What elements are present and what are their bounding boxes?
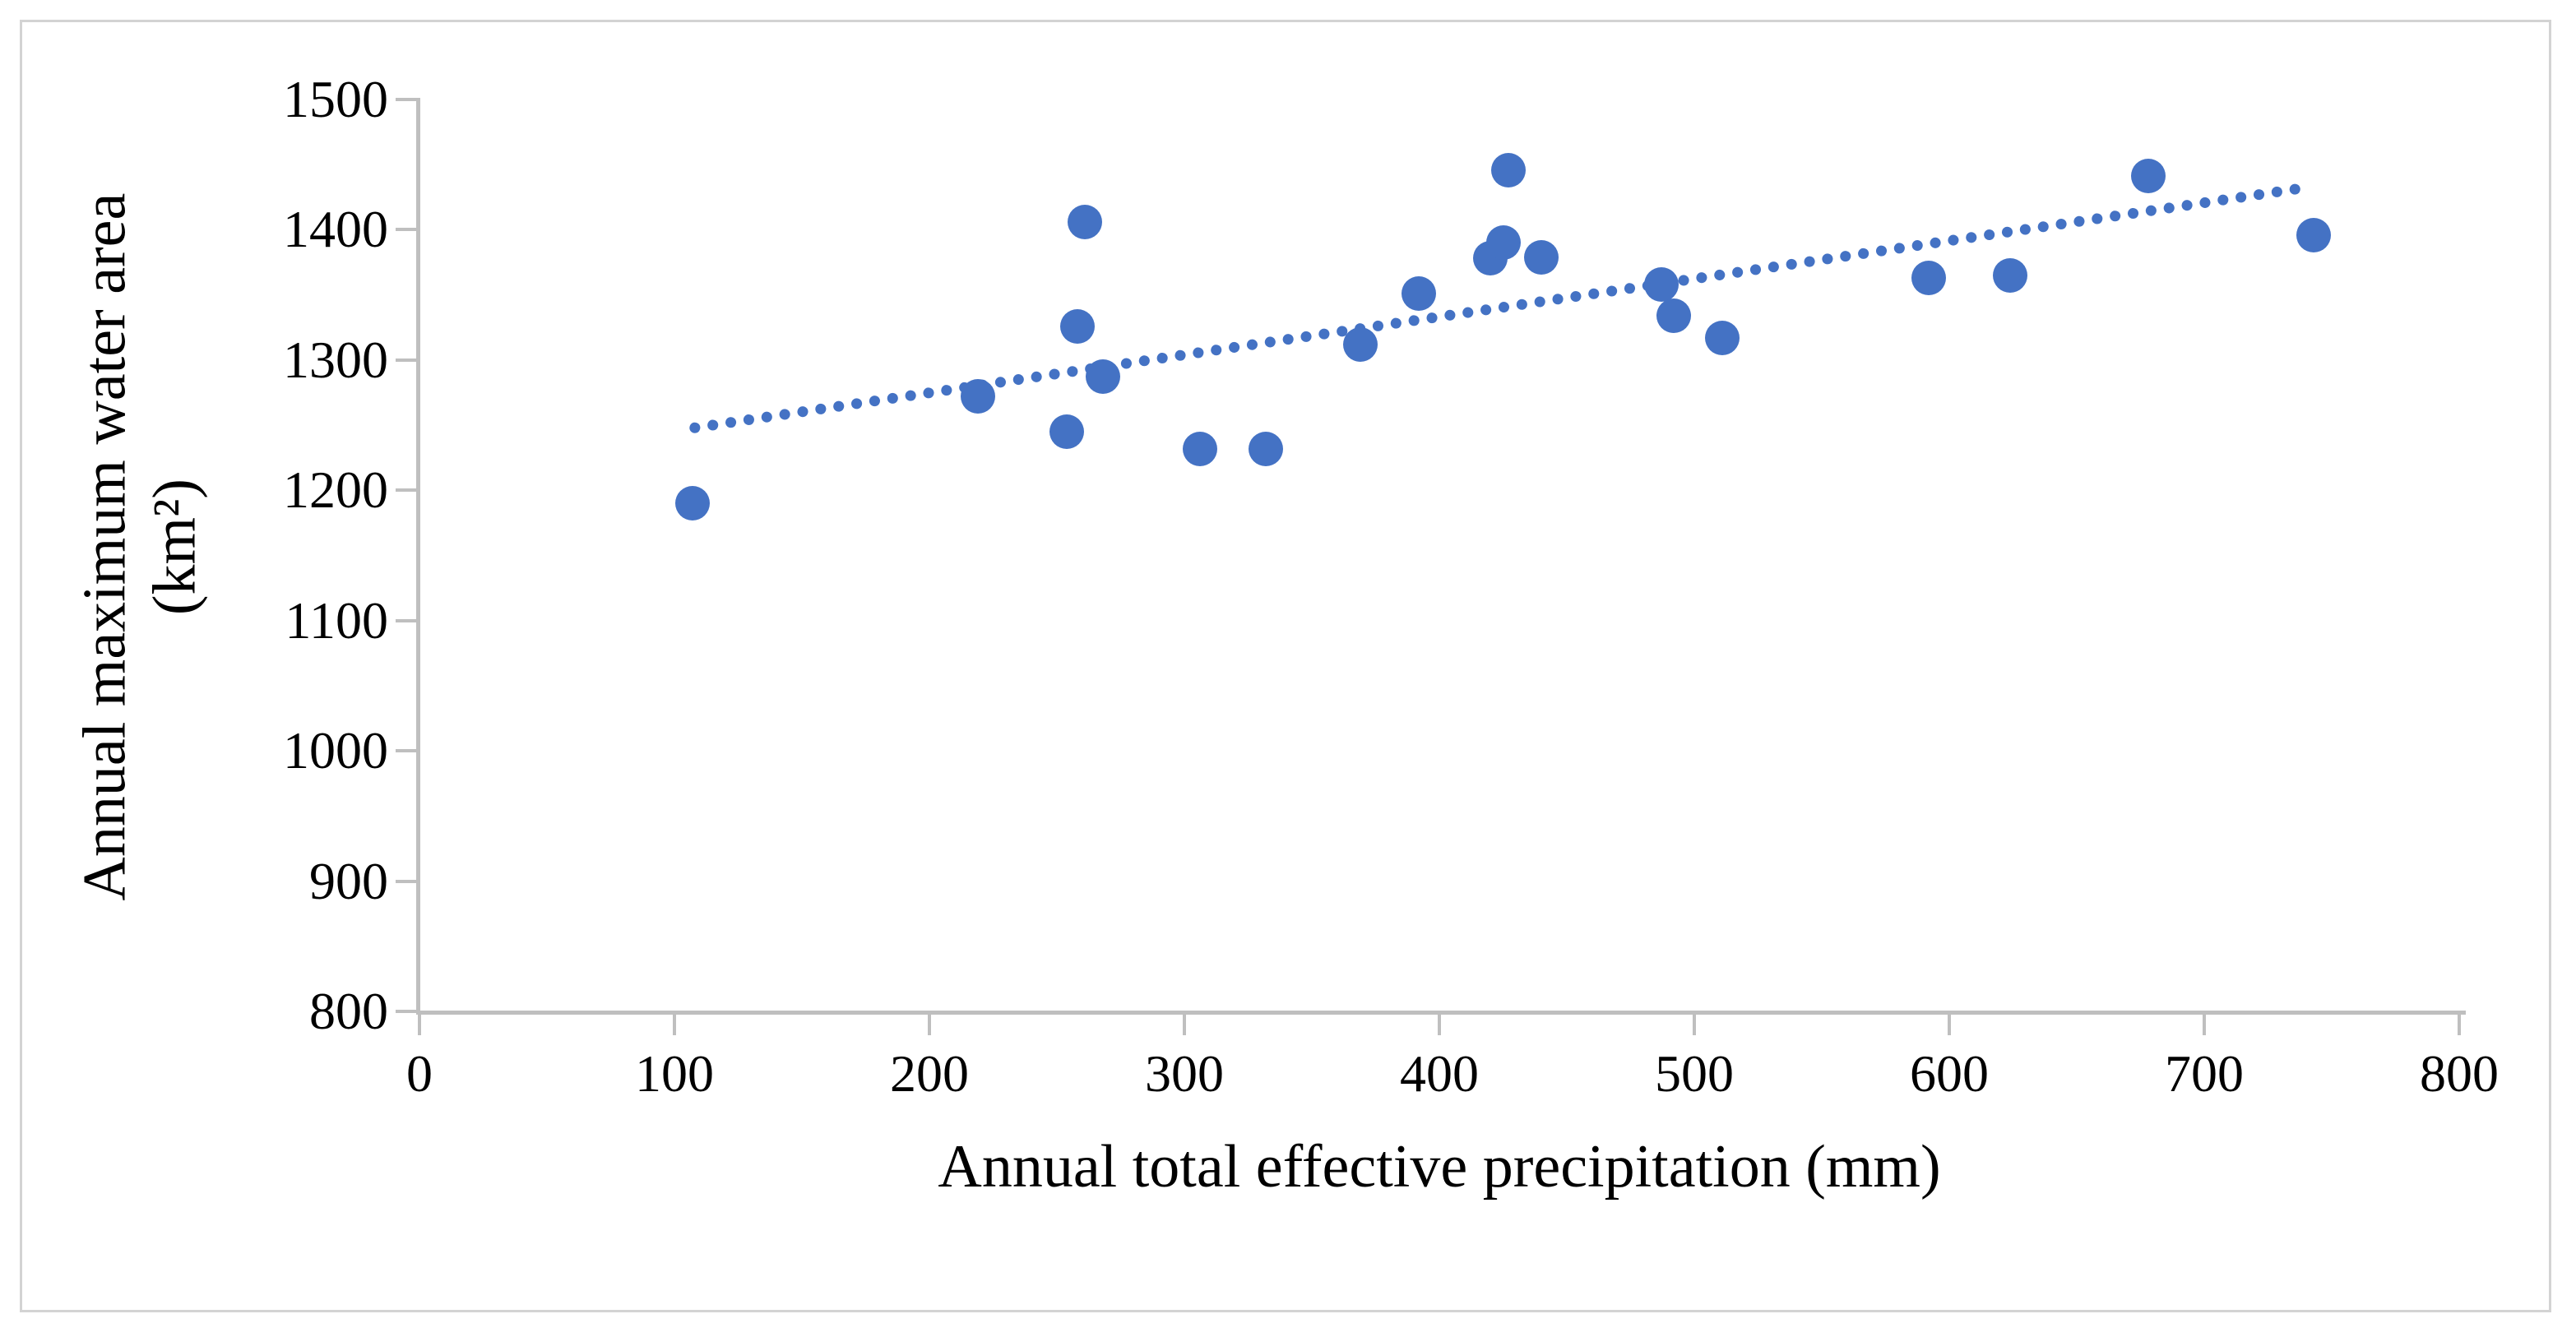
y-axis-title-wrap: Annual maximum water area (km²) — [0, 91, 280, 1003]
scatter-point — [1342, 326, 1378, 362]
y-tick — [396, 1010, 417, 1013]
figure-border — [20, 20, 2551, 1312]
plot-area: 0 100 200 300 400 500 600 700 800 800 900 1000 1100 1… — [71, 73, 2499, 1198]
scatter-point — [1249, 431, 1284, 466]
scatter-point — [1085, 359, 1120, 395]
x-tick — [928, 1014, 931, 1035]
scatter-point — [960, 379, 995, 414]
x-tick — [1438, 1014, 1441, 1035]
x-tick — [2203, 1014, 2206, 1035]
scatter-point — [1643, 266, 1679, 302]
x-tick — [673, 1014, 676, 1035]
y-tick — [396, 228, 417, 232]
scatter-point — [1490, 152, 1526, 187]
scatter-point — [674, 486, 710, 521]
x-tick — [1948, 1014, 1951, 1035]
y-tick — [396, 749, 417, 753]
y-tick-label: 1300 — [283, 330, 388, 389]
y-axis-line — [416, 98, 420, 1014]
scatter-point — [1059, 308, 1095, 344]
scatter-point — [1524, 239, 1559, 275]
scatter-point — [1068, 204, 1103, 239]
y-axis-title: Annual maximum water area (km²) — [70, 193, 210, 901]
scatter-point — [2130, 159, 2166, 194]
x-tick-label: 800 — [2420, 1044, 2499, 1103]
y-tick — [396, 618, 417, 622]
x-tick — [1693, 1014, 1696, 1035]
trendline-dotted-line — [689, 181, 2317, 433]
x-tick-label: 100 — [635, 1044, 714, 1103]
x-tick-label: 400 — [1400, 1044, 1479, 1103]
trendline — [689, 181, 2317, 433]
x-tick — [418, 1014, 421, 1035]
scatter-point — [1993, 257, 2028, 293]
scatter-point — [1705, 320, 1740, 355]
y-tick-label: 1400 — [283, 200, 388, 259]
x-tick-label: 0 — [406, 1044, 433, 1103]
x-tick-label: 200 — [890, 1044, 969, 1103]
x-tick-label: 500 — [1655, 1044, 1734, 1103]
y-axis-title-line2: (km²) — [141, 479, 208, 616]
y-tick — [396, 879, 417, 883]
scatter-point — [1911, 261, 1947, 296]
scatter-point — [1656, 298, 1692, 333]
y-tick-label: 1000 — [283, 721, 388, 780]
y-tick — [396, 488, 417, 493]
y-tick-label: 800 — [309, 982, 388, 1040]
y-axis-title-line1: Annual maximum water area — [70, 193, 138, 901]
x-tick-label: 600 — [1910, 1044, 1989, 1103]
y-tick-label: 900 — [309, 851, 388, 910]
y-tick — [396, 98, 417, 101]
y-tick — [396, 358, 417, 362]
y-tick-label: 1500 — [283, 70, 388, 128]
scatter-point — [2296, 217, 2332, 252]
x-tick — [2458, 1014, 2461, 1035]
scatter-point — [1402, 276, 1437, 312]
x-axis-title: Annual total effective precipitation (mm… — [938, 1133, 1941, 1201]
scatter-point — [1182, 431, 1217, 466]
scatter-point — [1049, 414, 1085, 449]
x-tick-label: 300 — [1145, 1044, 1224, 1103]
scatter-point — [1485, 225, 1521, 261]
y-tick-label: 1200 — [283, 460, 388, 520]
y-tick-label: 1100 — [285, 590, 388, 650]
x-axis-line — [416, 1011, 2466, 1015]
x-tick — [1183, 1014, 1186, 1035]
x-tick-label: 700 — [2165, 1044, 2244, 1103]
